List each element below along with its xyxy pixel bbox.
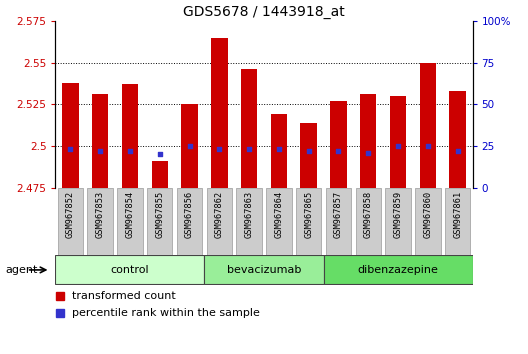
FancyBboxPatch shape	[88, 188, 113, 255]
Text: GSM967861: GSM967861	[453, 191, 462, 238]
Bar	[331, 101, 347, 188]
FancyBboxPatch shape	[204, 256, 324, 284]
Bar	[241, 69, 257, 188]
Text: GSM967865: GSM967865	[304, 191, 313, 238]
Bar	[360, 95, 376, 188]
Point	[126, 148, 134, 154]
Point	[334, 148, 343, 154]
Text: GSM967860: GSM967860	[423, 191, 432, 238]
FancyBboxPatch shape	[206, 188, 232, 255]
Text: GSM967858: GSM967858	[364, 191, 373, 238]
Bar	[300, 123, 317, 188]
Bar	[62, 83, 79, 188]
Bar	[122, 85, 138, 188]
Point	[245, 147, 253, 152]
Bar	[152, 161, 168, 188]
Text: GSM967853: GSM967853	[96, 191, 105, 238]
Point	[215, 147, 223, 152]
FancyBboxPatch shape	[445, 188, 470, 255]
Point	[454, 148, 462, 154]
Point	[394, 143, 402, 149]
FancyBboxPatch shape	[117, 188, 143, 255]
FancyBboxPatch shape	[324, 256, 473, 284]
Bar	[271, 114, 287, 188]
Text: GSM967859: GSM967859	[393, 191, 402, 238]
Point	[155, 152, 164, 157]
Point	[275, 147, 283, 152]
Text: GSM967864: GSM967864	[275, 191, 284, 238]
Point	[185, 143, 194, 149]
Bar	[390, 96, 406, 188]
Text: GSM967855: GSM967855	[155, 191, 164, 238]
FancyBboxPatch shape	[177, 188, 202, 255]
Text: GSM967862: GSM967862	[215, 191, 224, 238]
Point	[96, 148, 105, 154]
Bar	[211, 38, 228, 188]
Text: agent: agent	[5, 265, 37, 275]
FancyBboxPatch shape	[415, 188, 440, 255]
Text: dibenzazepine: dibenzazepine	[357, 265, 439, 275]
Text: transformed count: transformed count	[72, 291, 176, 301]
Point	[423, 143, 432, 149]
FancyBboxPatch shape	[58, 188, 83, 255]
Text: control: control	[110, 265, 149, 275]
Point	[364, 150, 373, 155]
FancyBboxPatch shape	[266, 188, 291, 255]
Text: GSM967854: GSM967854	[126, 191, 135, 238]
FancyBboxPatch shape	[296, 188, 322, 255]
Text: GSM967852: GSM967852	[66, 191, 75, 238]
Bar	[449, 91, 466, 188]
Text: GSM967856: GSM967856	[185, 191, 194, 238]
Bar	[92, 95, 108, 188]
Title: GDS5678 / 1443918_at: GDS5678 / 1443918_at	[183, 5, 345, 19]
FancyBboxPatch shape	[55, 256, 204, 284]
FancyBboxPatch shape	[356, 188, 381, 255]
FancyBboxPatch shape	[385, 188, 411, 255]
Text: GSM967857: GSM967857	[334, 191, 343, 238]
Point	[305, 148, 313, 154]
FancyBboxPatch shape	[326, 188, 351, 255]
Text: GSM967863: GSM967863	[244, 191, 253, 238]
Point	[66, 147, 74, 152]
FancyBboxPatch shape	[237, 188, 262, 255]
Text: percentile rank within the sample: percentile rank within the sample	[72, 308, 260, 318]
Bar	[181, 104, 197, 188]
FancyBboxPatch shape	[147, 188, 172, 255]
Text: bevacizumab: bevacizumab	[227, 265, 301, 275]
Bar	[420, 63, 436, 188]
